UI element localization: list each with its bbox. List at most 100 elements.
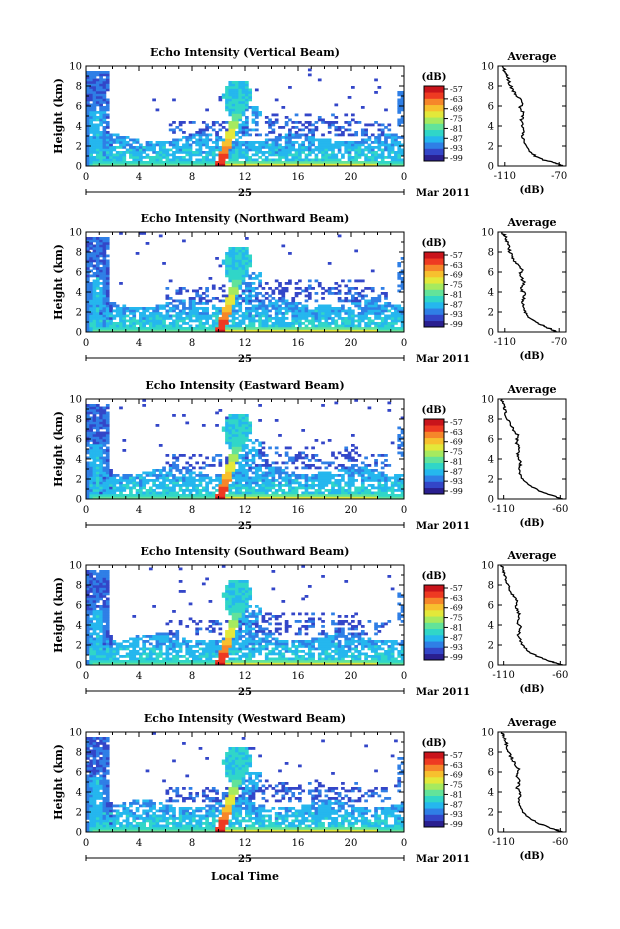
heatmap-cell — [89, 78, 94, 82]
heatmap-cell — [347, 307, 352, 310]
colorbar-swatch — [424, 295, 444, 303]
heatmap-cell — [208, 464, 213, 467]
y-tick-label: 10 — [69, 395, 82, 406]
heatmap-cell — [307, 297, 312, 300]
heatmap-cell — [168, 128, 173, 132]
heatmap-cell — [261, 496, 266, 500]
heatmap-cell — [86, 411, 90, 415]
heatmap-cell — [228, 466, 233, 470]
heatmap-cell — [377, 486, 382, 490]
heatmap-cell — [86, 582, 90, 586]
heatmap-cell — [145, 163, 150, 167]
heatmap-cell — [188, 299, 193, 303]
heatmap-cell — [182, 414, 186, 417]
heatmap-cell — [172, 161, 176, 164]
heatmap-cell — [162, 322, 166, 325]
heatmap-cell — [228, 312, 233, 315]
heatmap-cell — [324, 146, 329, 149]
heatmap-cell — [347, 476, 352, 480]
heatmap-cell — [105, 424, 110, 427]
colorbar-swatch — [424, 487, 444, 495]
heatmap-cell — [225, 302, 229, 305]
heatmap-cell — [304, 481, 309, 485]
heatmap-cell — [165, 496, 170, 500]
heatmap-cell — [317, 141, 322, 144]
heatmap-cell — [387, 304, 392, 308]
heatmap-cell — [397, 446, 402, 450]
heatmap-cell — [178, 156, 183, 159]
heatmap-cell — [95, 91, 100, 94]
heatmap-cell — [291, 456, 296, 460]
heatmap-cell — [321, 491, 325, 495]
heatmap-cell — [258, 151, 262, 154]
heatmap-cell — [334, 466, 339, 470]
heatmap-cell — [231, 484, 236, 487]
heatmap-cell — [374, 461, 378, 465]
heatmap-cell — [261, 319, 266, 323]
heatmap-cell — [377, 297, 382, 300]
heatmap-cell — [92, 479, 97, 482]
heatmap-cell — [331, 454, 335, 457]
heatmap-cell — [195, 161, 200, 164]
heatmap-cell — [225, 264, 229, 268]
heatmap-cell — [258, 156, 262, 159]
heatmap-cell — [301, 141, 306, 144]
heatmap-cell — [331, 474, 335, 477]
heatmap-cell — [390, 163, 395, 167]
heatmap-cell — [86, 421, 90, 425]
heatmap-cell — [245, 289, 249, 293]
heatmap-cell — [145, 481, 150, 485]
heatmap-cell — [245, 259, 249, 263]
heatmap-cell — [360, 329, 365, 333]
heatmap-cell — [311, 484, 315, 487]
heatmap-cell — [99, 138, 103, 142]
heatmap-cell — [112, 474, 117, 477]
heatmap-cell — [188, 319, 193, 323]
heatmap-cell — [248, 469, 253, 472]
heatmap-cell — [238, 257, 243, 260]
heatmap-cell — [165, 491, 170, 495]
heatmap-cell — [105, 441, 110, 445]
heatmap-cell — [298, 494, 302, 497]
heatmap-cell — [102, 86, 107, 89]
heatmap-cell — [125, 484, 130, 487]
heatmap-cell — [218, 476, 223, 480]
heatmap-cell — [195, 153, 200, 157]
heatmap-cell — [99, 113, 103, 117]
heatmap-cell — [274, 299, 279, 303]
heatmap-cell — [288, 151, 292, 154]
heatmap-cell — [95, 126, 100, 129]
heatmap-cell — [364, 307, 368, 310]
heatmap-cell — [387, 143, 392, 147]
heatmap-cell — [109, 329, 113, 333]
heatmap-cell — [281, 302, 286, 305]
heatmap-cell — [225, 96, 229, 99]
heatmap-cell — [400, 451, 405, 455]
heatmap-cell — [374, 314, 378, 318]
heatmap-cell — [155, 314, 160, 318]
heatmap-cell — [135, 153, 140, 157]
heatmap-cell — [158, 319, 163, 323]
heatmap-cell — [367, 317, 372, 320]
heatmap-cell — [321, 304, 325, 308]
heatmap-cell — [129, 161, 133, 164]
heatmap-cell — [188, 317, 193, 320]
heatmap-cell — [251, 461, 256, 465]
heatmap-cell — [228, 426, 233, 430]
heatmap-cell — [274, 158, 279, 162]
heatmap-cell — [95, 317, 100, 320]
heatmap-cell — [175, 163, 180, 167]
heatmap-cell — [334, 161, 339, 164]
heatmap-cell — [188, 138, 193, 142]
heatmap-cell — [370, 479, 375, 482]
heatmap-cell — [264, 282, 269, 285]
heatmap-cell — [238, 269, 243, 273]
heatmap-cell — [331, 163, 335, 167]
heatmap-cell — [298, 156, 302, 159]
heatmap-cell — [102, 436, 107, 440]
heatmap-cell — [86, 650, 90, 653]
heatmap-cell — [324, 327, 329, 330]
heatmap-cell — [211, 307, 216, 310]
heatmap-cell — [288, 307, 292, 310]
heatmap-cell — [291, 143, 296, 147]
